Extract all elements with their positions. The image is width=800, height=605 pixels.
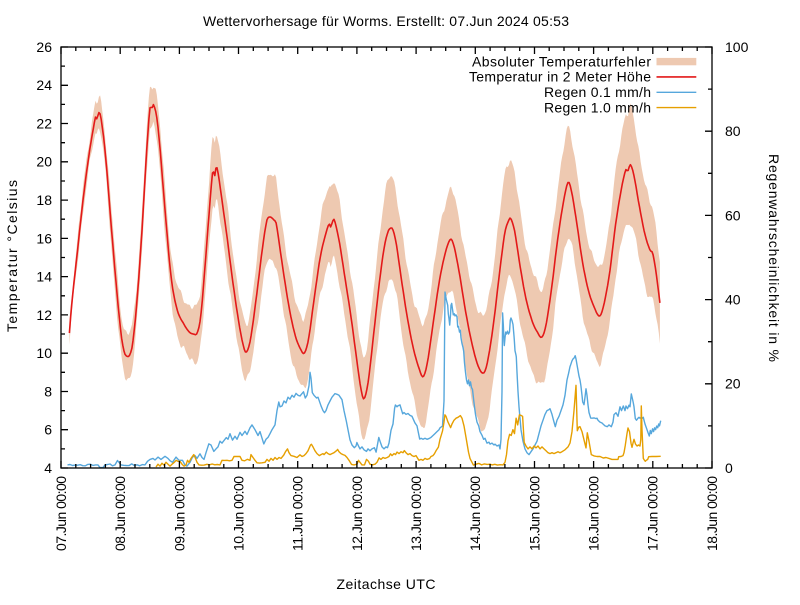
svg-text:Regen 0.1 mm/h: Regen 0.1 mm/h xyxy=(544,84,651,100)
svg-text:10: 10 xyxy=(36,345,52,361)
svg-text:14: 14 xyxy=(36,269,52,285)
svg-text:6: 6 xyxy=(44,422,52,438)
svg-text:4: 4 xyxy=(44,460,52,476)
svg-text:16: 16 xyxy=(36,230,52,246)
svg-text:100: 100 xyxy=(725,39,749,55)
svg-text:17.Jun 00:00: 17.Jun 00:00 xyxy=(645,476,661,551)
svg-text:8: 8 xyxy=(44,383,52,399)
svg-text:80: 80 xyxy=(725,123,741,139)
svg-text:13.Jun 00:00: 13.Jun 00:00 xyxy=(408,476,424,551)
svg-text:11.Jun 00:00: 11.Jun 00:00 xyxy=(290,476,306,551)
svg-text:24: 24 xyxy=(36,77,52,93)
svg-text:Wettervorhersage für Worms. Er: Wettervorhersage für Worms. Erstellt: 07… xyxy=(203,13,569,29)
svg-text:Regenwahrscheinlichkeit in %: Regenwahrscheinlichkeit in % xyxy=(766,154,782,362)
svg-text:16.Jun 00:00: 16.Jun 00:00 xyxy=(586,476,602,551)
svg-text:12: 12 xyxy=(36,307,52,323)
svg-text:20: 20 xyxy=(36,154,52,170)
svg-text:Regen 1.0 mm/h: Regen 1.0 mm/h xyxy=(544,99,651,115)
svg-text:15.Jun 00:00: 15.Jun 00:00 xyxy=(526,476,542,551)
svg-text:09.Jun 00:00: 09.Jun 00:00 xyxy=(171,476,187,551)
svg-text:Absoluter Temperaturfehler: Absoluter Temperaturfehler xyxy=(472,53,651,69)
svg-text:Zeitachse UTC: Zeitachse UTC xyxy=(337,576,436,592)
svg-text:26: 26 xyxy=(36,39,52,55)
svg-text:08.Jun 00:00: 08.Jun 00:00 xyxy=(112,476,128,551)
svg-text:Temperatur °Celsius: Temperatur °Celsius xyxy=(4,180,20,332)
svg-text:18.Jun 00:00: 18.Jun 00:00 xyxy=(704,476,720,551)
svg-text:10.Jun 00:00: 10.Jun 00:00 xyxy=(230,476,246,551)
svg-text:18: 18 xyxy=(36,192,52,208)
svg-text:20: 20 xyxy=(725,376,741,392)
svg-text:14.Jun 00:00: 14.Jun 00:00 xyxy=(467,476,483,551)
svg-text:Temperatur in 2 Meter Höhe: Temperatur in 2 Meter Höhe xyxy=(469,69,651,85)
svg-text:40: 40 xyxy=(725,292,741,308)
svg-text:60: 60 xyxy=(725,207,741,223)
svg-text:12.Jun 00:00: 12.Jun 00:00 xyxy=(349,476,365,551)
svg-text:0: 0 xyxy=(725,460,733,476)
svg-text:07.Jun 00:00: 07.Jun 00:00 xyxy=(53,476,69,551)
svg-text:22: 22 xyxy=(36,115,52,131)
